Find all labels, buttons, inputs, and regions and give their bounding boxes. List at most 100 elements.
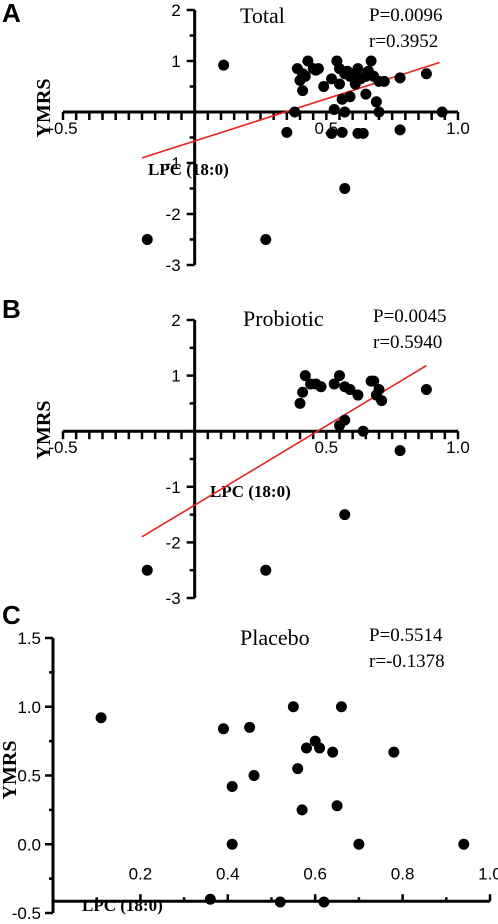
data-point-b	[376, 395, 388, 407]
data-point-a	[336, 126, 348, 138]
data-point-a	[141, 234, 153, 245]
data-point-b	[339, 509, 351, 521]
y-tick-label-a: -1	[166, 154, 181, 173]
data-point-a	[360, 88, 372, 100]
y-tick-label-b: 2	[171, 311, 180, 330]
data-point-b	[394, 445, 406, 457]
data-point-b	[373, 384, 385, 395]
x-tick-label-c: 0.6	[303, 864, 327, 883]
data-point-a	[349, 78, 361, 90]
data-point-c	[353, 838, 365, 850]
panel-title-a: Total	[240, 3, 285, 28]
data-point-c	[300, 742, 312, 754]
data-point-a	[365, 55, 377, 67]
data-point-a	[394, 72, 406, 84]
panel-c: C Placebo P=0.5514 r=-0.1378 YMRS LPC (1…	[0, 600, 498, 923]
x-tick-label-a: -0.5	[48, 119, 77, 138]
y-tick-label-b: -3	[166, 589, 181, 608]
data-point-c	[331, 800, 343, 812]
x-axis-label-a: LPC (18:0)	[148, 160, 229, 179]
data-point-a	[394, 124, 406, 136]
x-tick-label-c: 0.2	[129, 864, 153, 883]
data-point-b	[315, 381, 327, 393]
r-value-c: r=-0.1378	[369, 651, 445, 672]
data-point-a	[289, 106, 301, 118]
data-point-a	[302, 55, 314, 67]
x-tick-label-b: -0.5	[48, 438, 77, 457]
y-tick-label-c: 1.5	[17, 629, 41, 648]
data-point-b	[297, 386, 309, 398]
p-value-c: P=0.5514	[369, 625, 443, 646]
panel-b: B Probiotic P=0.0045 r=0.5940 YMRS LPC (…	[2, 294, 470, 608]
data-point-b	[368, 375, 380, 387]
data-point-b	[294, 397, 306, 409]
data-point-a	[420, 68, 432, 80]
p-value-a: P=0.0096	[369, 5, 443, 26]
data-point-a	[352, 127, 364, 139]
data-point-a	[436, 106, 448, 118]
x-tick-label-b: 0.5	[315, 438, 339, 457]
data-point-c	[244, 721, 256, 733]
y-tick-label-b: -2	[166, 533, 181, 552]
y-axis-label-c: YMRS	[0, 741, 21, 800]
y-tick-label-c: 0.5	[17, 767, 41, 786]
y-tick-label-c: 1.0	[17, 698, 41, 717]
data-point-a	[373, 106, 385, 118]
data-point-a	[310, 64, 322, 76]
x-axis-label-c: LPC (18:0)	[82, 896, 163, 915]
data-point-c	[95, 712, 107, 724]
data-point-a	[318, 81, 330, 92]
data-point-c	[458, 838, 470, 850]
data-point-a	[281, 126, 293, 138]
data-point-b	[141, 564, 153, 576]
y-axis-label-b: YMRS	[33, 401, 55, 460]
data-point-a	[344, 91, 356, 103]
data-point-a	[339, 183, 351, 194]
data-point-c	[248, 770, 260, 781]
data-point-a	[326, 73, 338, 85]
y-tick-label-a: -3	[166, 256, 181, 275]
data-point-a	[297, 85, 309, 97]
data-point-a	[218, 59, 230, 71]
data-point-c	[217, 723, 229, 735]
x-tick-label-a: 1.0	[446, 119, 470, 138]
data-point-a	[326, 127, 338, 139]
y-tick-label-a: 2	[171, 1, 180, 20]
data-point-b	[328, 378, 340, 390]
data-point-c	[388, 746, 400, 758]
data-point-a	[378, 75, 390, 87]
data-point-c	[296, 804, 308, 816]
data-point-c	[204, 893, 216, 905]
data-point-a	[328, 103, 340, 115]
panel-a: A Total P=0.0096 r=0.3952 YMRS LPC (18:0…	[2, 0, 470, 275]
data-point-c	[335, 701, 347, 713]
y-tick-label-c: 0.0	[17, 835, 41, 854]
y-tick-label-a: -2	[166, 205, 181, 224]
data-point-a	[352, 63, 364, 75]
data-point-c	[226, 838, 238, 850]
data-point-b	[299, 370, 311, 382]
data-point-a	[339, 106, 351, 118]
data-point-c	[287, 701, 299, 713]
x-tick-label-c: 1.0	[478, 864, 498, 883]
x-tick-label-c: 0.4	[216, 864, 240, 883]
x-axis-label-b: LPC (18:0)	[210, 482, 291, 501]
data-point-a	[370, 96, 382, 108]
r-value-a: r=0.3952	[369, 31, 438, 52]
data-point-c	[327, 746, 339, 758]
data-point-b	[334, 370, 345, 382]
data-point-c	[318, 896, 330, 908]
data-point-b	[420, 384, 432, 395]
data-point-a	[260, 234, 272, 245]
y-tick-label-b: 1	[171, 367, 180, 386]
data-point-c	[292, 763, 304, 775]
panel-letter-b: B	[2, 294, 21, 324]
data-point-b	[334, 420, 345, 432]
data-point-a	[297, 68, 309, 80]
data-point-b	[352, 389, 364, 401]
panel-letter-a: A	[2, 0, 21, 28]
data-point-c	[226, 781, 238, 792]
data-point-b	[344, 384, 356, 395]
data-point-b	[357, 425, 369, 437]
